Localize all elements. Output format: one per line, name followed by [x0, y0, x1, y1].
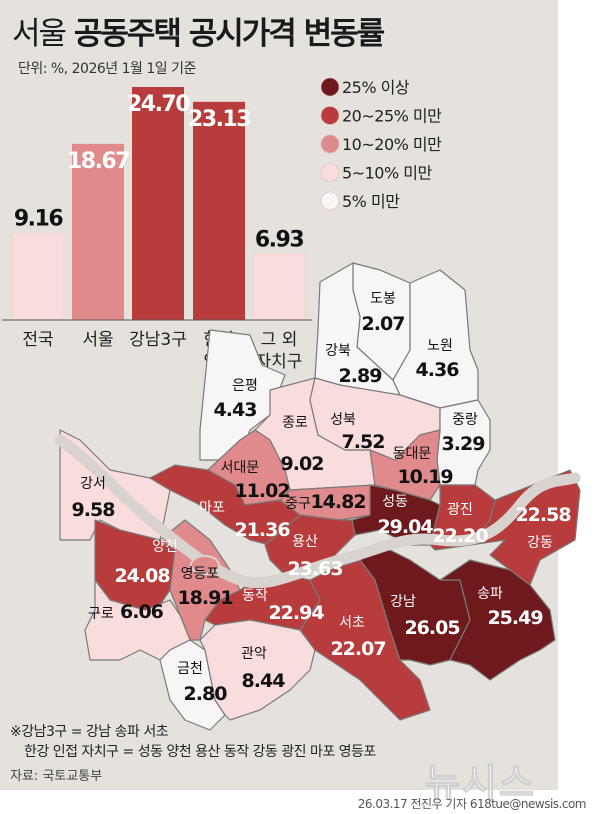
district-value-label: 6.06	[120, 601, 164, 623]
district-value-label: 21.36	[234, 519, 290, 541]
district-value-label: 9.58	[72, 499, 116, 521]
bar-강남3구	[132, 87, 184, 320]
bar-value-label: 9.16	[14, 207, 63, 232]
page-title: 서울 공동주택 공시가격 변동률	[12, 8, 385, 53]
district-value-label: 9.02	[281, 453, 324, 475]
legend-swatch	[320, 77, 340, 97]
district-value-label: 18.91	[177, 587, 232, 609]
district-name-label: 강남	[390, 594, 416, 610]
credit: 26.03.17 전진우 기자 618tue@newsis.com	[357, 797, 587, 811]
newsis-logo: 뉴시스	[425, 761, 536, 806]
bar-한강-인접	[193, 101, 245, 320]
district-value-label: 25.49	[487, 607, 542, 629]
district-name-label: 중구	[285, 496, 311, 512]
bar-category-label: 서울	[82, 330, 113, 350]
district-name-label: 중랑	[452, 412, 478, 428]
district-value-label: 11.02	[234, 480, 289, 502]
legend-label: 5~10% 미만	[342, 164, 432, 183]
district-value-label: 26.05	[404, 617, 459, 639]
bar-value-label: 6.93	[255, 228, 303, 253]
district-value-label: 4.36	[416, 359, 460, 381]
bar-category-label: 강남3구	[129, 330, 187, 350]
district-value-label: 22.20	[432, 525, 488, 547]
district-name-label: 강북	[325, 343, 351, 359]
district-서초	[299, 559, 431, 721]
district-value-label: 29.04	[377, 516, 433, 538]
legend-swatch	[320, 134, 340, 154]
district-value-label: 14.82	[310, 491, 365, 513]
han-river	[54, 434, 581, 589]
bar-서울	[72, 143, 124, 320]
note-riverside: 한강 인접 자치구 = 성동 양천 용산 동작 강동 광진 마포 영등포	[24, 744, 376, 760]
footnotes: ※강남3구 = 강남 송파 서초 한강 인접 자치구 = 성동 양천 용산 동작…	[10, 722, 376, 762]
district-관악	[199, 619, 316, 721]
note-gangnam3: ※강남3구 = 강남 송파 서초	[10, 724, 169, 740]
bar-그-외-자치구	[252, 254, 306, 321]
bar-category-label: 전국	[22, 330, 53, 350]
district-name-label: 구로	[88, 606, 114, 622]
district-value-label: 22.94	[268, 602, 324, 624]
district-송파	[439, 559, 556, 681]
district-value-label: 10.19	[397, 466, 452, 488]
district-value-label: 2.07	[362, 313, 405, 335]
title-light: 서울	[12, 16, 67, 52]
district-은평	[199, 329, 286, 461]
district-name-label: 영등포	[181, 566, 220, 582]
district-value-label: 3.29	[442, 433, 485, 455]
district-value-label: 8.44	[242, 670, 286, 692]
legend-swatch	[320, 191, 340, 211]
district-name-label: 광진	[447, 502, 473, 518]
district-name-label: 강동	[527, 535, 553, 551]
district-name-label: 송파	[477, 586, 503, 602]
district-name-label: 강서	[80, 476, 106, 492]
district-value-label: 2.80	[184, 683, 228, 705]
bar-value-label: 23.13	[188, 107, 250, 132]
district-name-label: 서대문	[221, 460, 260, 476]
title-bold: 공동주택 공시가격 변동률	[73, 16, 385, 52]
bar-전국	[11, 233, 65, 321]
legend-label: 5% 미만	[342, 192, 400, 211]
district-value-label: 2.89	[339, 365, 382, 387]
legend-label: 10~20% 미만	[342, 135, 442, 154]
district-name-label: 관악	[241, 646, 267, 662]
district-name-label: 도봉	[370, 291, 396, 307]
district-value-label: 23.63	[287, 558, 342, 580]
district-name-label: 용산	[292, 534, 318, 550]
yeouido-island	[190, 555, 220, 575]
legend-label: 20~25% 미만	[342, 107, 442, 126]
bar-value-label: 24.70	[127, 92, 190, 117]
district-name-label: 은평	[232, 378, 258, 394]
district-value-label: 22.58	[515, 504, 571, 526]
district-name-label: 동작	[242, 588, 268, 604]
district-name-label: 마포	[199, 500, 225, 516]
source: 자료: 국토교통부	[10, 769, 103, 784]
legend-swatch	[320, 106, 340, 125]
district-name-label: 동대문	[393, 446, 432, 462]
unit-note: 단위: %, 2026년 1월 1일 기준	[18, 61, 196, 77]
legend-label: 25% 이상	[342, 78, 410, 97]
district-value-label: 22.07	[330, 638, 385, 660]
district-name-label: 서초	[339, 615, 365, 631]
bar-value-label: 18.67	[67, 149, 129, 174]
district-name-label: 금천	[177, 661, 203, 677]
bar-category-label: 그 외	[261, 330, 298, 350]
district-value-label: 24.08	[114, 565, 170, 587]
district-동대문	[369, 429, 441, 501]
district-value-label: 7.52	[342, 431, 385, 453]
legend-swatch	[320, 163, 340, 182]
district-value-label: 4.43	[214, 399, 257, 421]
seoul-map: 도봉 2.07 강북 2.89 노원 4.36 은평 4.43 종로 9.02 성북 7.52 중랑 3.…	[54, 262, 581, 731]
district-name-label: 종로	[282, 415, 308, 431]
district-name-label: 노원	[427, 338, 453, 354]
district-name-label: 성동	[382, 494, 408, 510]
district-name-label: 양천	[152, 539, 178, 555]
district-name-label: 성북	[330, 412, 356, 428]
